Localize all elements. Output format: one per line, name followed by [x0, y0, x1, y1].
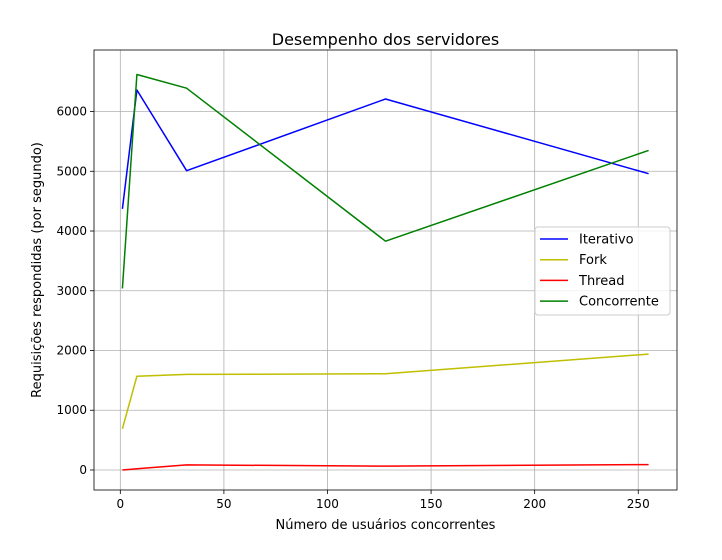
legend-label-concorrente: Concorrente	[579, 295, 659, 310]
series-line-fork	[121, 353, 649, 429]
series-line-thread	[122, 463, 649, 471]
chart-title: Desempenho dos servidores	[272, 30, 499, 49]
x-axis-label: Número de usuários concorrentes	[276, 518, 496, 533]
legend-label-fork: Fork	[579, 253, 607, 268]
y-tick-label: 1000	[56, 403, 87, 417]
x-tick-label: 250	[627, 497, 650, 511]
y-tick-label: 2000	[56, 344, 87, 358]
x-tick-label: 200	[523, 497, 546, 511]
y-tick-label: 3000	[56, 284, 87, 298]
legend-label-thread: Thread	[578, 274, 624, 289]
series-line-iterativo	[121, 89, 649, 209]
legend-box	[534, 226, 671, 316]
y-tick-label: 0	[79, 463, 87, 477]
legend-label-iterativo: Iterativo	[579, 233, 634, 248]
plot-frame	[93, 49, 678, 491]
x-tick-label: 0	[116, 497, 124, 511]
x-tick-label: 150	[420, 497, 443, 511]
series-lines	[121, 73, 649, 471]
x-axis: 0 50 100 150 200 250	[116, 490, 650, 511]
x-tick-label: 50	[216, 497, 231, 511]
y-axis: 0 1000 2000 3000 4000 5000 6000	[56, 105, 94, 477]
y-axis-label: Requisições respondidas (por segundo)	[30, 142, 45, 398]
y-tick-label: 6000	[56, 105, 87, 119]
y-tick-label: 4000	[56, 224, 87, 238]
legend: Iterativo Fork Thread Concorrente	[534, 226, 671, 316]
series-line-concorrente	[121, 73, 649, 289]
y-tick-label: 5000	[56, 164, 87, 178]
x-tick-label: 100	[316, 497, 339, 511]
